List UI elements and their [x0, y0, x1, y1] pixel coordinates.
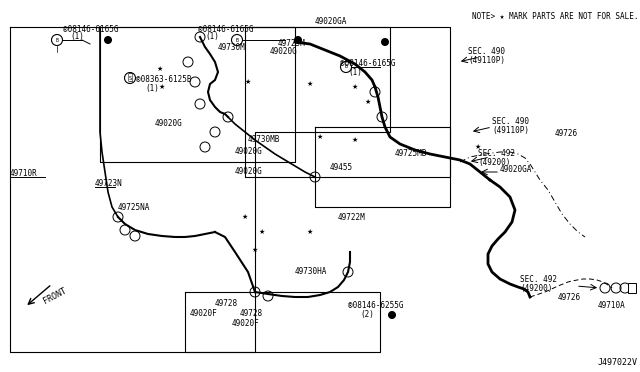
- Text: ★: ★: [242, 214, 248, 220]
- Circle shape: [388, 311, 396, 318]
- Circle shape: [381, 38, 388, 45]
- Text: (1): (1): [70, 32, 84, 41]
- Text: ★: ★: [317, 134, 323, 140]
- Bar: [628, 283, 636, 293]
- Text: 49020G: 49020G: [155, 119, 183, 128]
- Text: NOTE> ★ MARK PARTS ARE NOT FOR SALE.: NOTE> ★ MARK PARTS ARE NOT FOR SALE.: [472, 12, 638, 21]
- Text: ®08146-6165G: ®08146-6165G: [340, 60, 396, 68]
- Text: 49020G: 49020G: [235, 167, 263, 176]
- Text: FRONT: FRONT: [42, 286, 68, 306]
- Text: J497022V: J497022V: [598, 358, 638, 367]
- Text: 49020GA: 49020GA: [315, 16, 348, 26]
- Text: 49726: 49726: [555, 129, 578, 138]
- Text: ★: ★: [259, 229, 265, 235]
- Text: 49710A: 49710A: [598, 301, 626, 310]
- Text: 49725NA: 49725NA: [118, 202, 150, 212]
- Text: 49730HA: 49730HA: [295, 267, 328, 276]
- Text: 49730M: 49730M: [218, 42, 246, 51]
- Text: ★: ★: [352, 84, 358, 90]
- Text: ★: ★: [157, 66, 163, 72]
- Circle shape: [104, 36, 111, 44]
- Text: ★: ★: [307, 229, 313, 235]
- Text: B: B: [236, 38, 239, 42]
- Text: (1): (1): [145, 83, 159, 93]
- Text: SEC. 490: SEC. 490: [492, 118, 529, 126]
- Text: ®08146-6165G: ®08146-6165G: [63, 25, 118, 33]
- Text: 49020G: 49020G: [235, 148, 263, 157]
- Text: ★: ★: [352, 137, 358, 143]
- Text: 49725MB: 49725MB: [395, 150, 428, 158]
- Text: ★: ★: [159, 84, 165, 90]
- Text: ★: ★: [365, 99, 371, 105]
- Text: B: B: [56, 38, 58, 42]
- Text: SEC. 492: SEC. 492: [478, 150, 515, 158]
- Text: ★: ★: [307, 81, 313, 87]
- Text: S: S: [129, 76, 132, 80]
- Text: ®08146-6255G: ®08146-6255G: [348, 301, 403, 311]
- Text: ®08363-6125B: ®08363-6125B: [136, 76, 191, 84]
- Text: B: B: [344, 64, 348, 70]
- Text: (49200): (49200): [478, 157, 510, 167]
- Text: 49710R: 49710R: [10, 170, 38, 179]
- Text: 49725M: 49725M: [278, 38, 306, 48]
- Text: ★: ★: [475, 144, 481, 150]
- Text: Ⓢ: Ⓢ: [127, 74, 132, 83]
- Text: 49722M: 49722M: [338, 212, 365, 221]
- Text: 49730MB: 49730MB: [248, 135, 280, 144]
- Text: (49200): (49200): [520, 283, 552, 292]
- Text: 49728: 49728: [215, 299, 238, 308]
- Text: 49020G: 49020G: [270, 48, 298, 57]
- Text: 49020F: 49020F: [232, 320, 260, 328]
- Text: SEC. 490: SEC. 490: [468, 48, 505, 57]
- Text: ★: ★: [245, 79, 251, 85]
- Text: 49020GA: 49020GA: [500, 166, 532, 174]
- Text: (1): (1): [205, 32, 219, 41]
- Text: 49726: 49726: [558, 292, 581, 301]
- Text: 49728: 49728: [240, 310, 263, 318]
- Text: (49110P): (49110P): [492, 125, 529, 135]
- Text: ®08146-6165G: ®08146-6165G: [198, 25, 253, 33]
- Circle shape: [294, 36, 301, 44]
- Text: (49110P): (49110P): [468, 55, 505, 64]
- Text: 49020F: 49020F: [190, 310, 218, 318]
- Text: (2): (2): [360, 311, 374, 320]
- Text: 49455: 49455: [330, 163, 353, 171]
- Text: (1): (1): [348, 67, 362, 77]
- Text: SEC. 492: SEC. 492: [520, 276, 557, 285]
- Text: ★: ★: [252, 247, 258, 253]
- Text: 49723N: 49723N: [95, 180, 123, 189]
